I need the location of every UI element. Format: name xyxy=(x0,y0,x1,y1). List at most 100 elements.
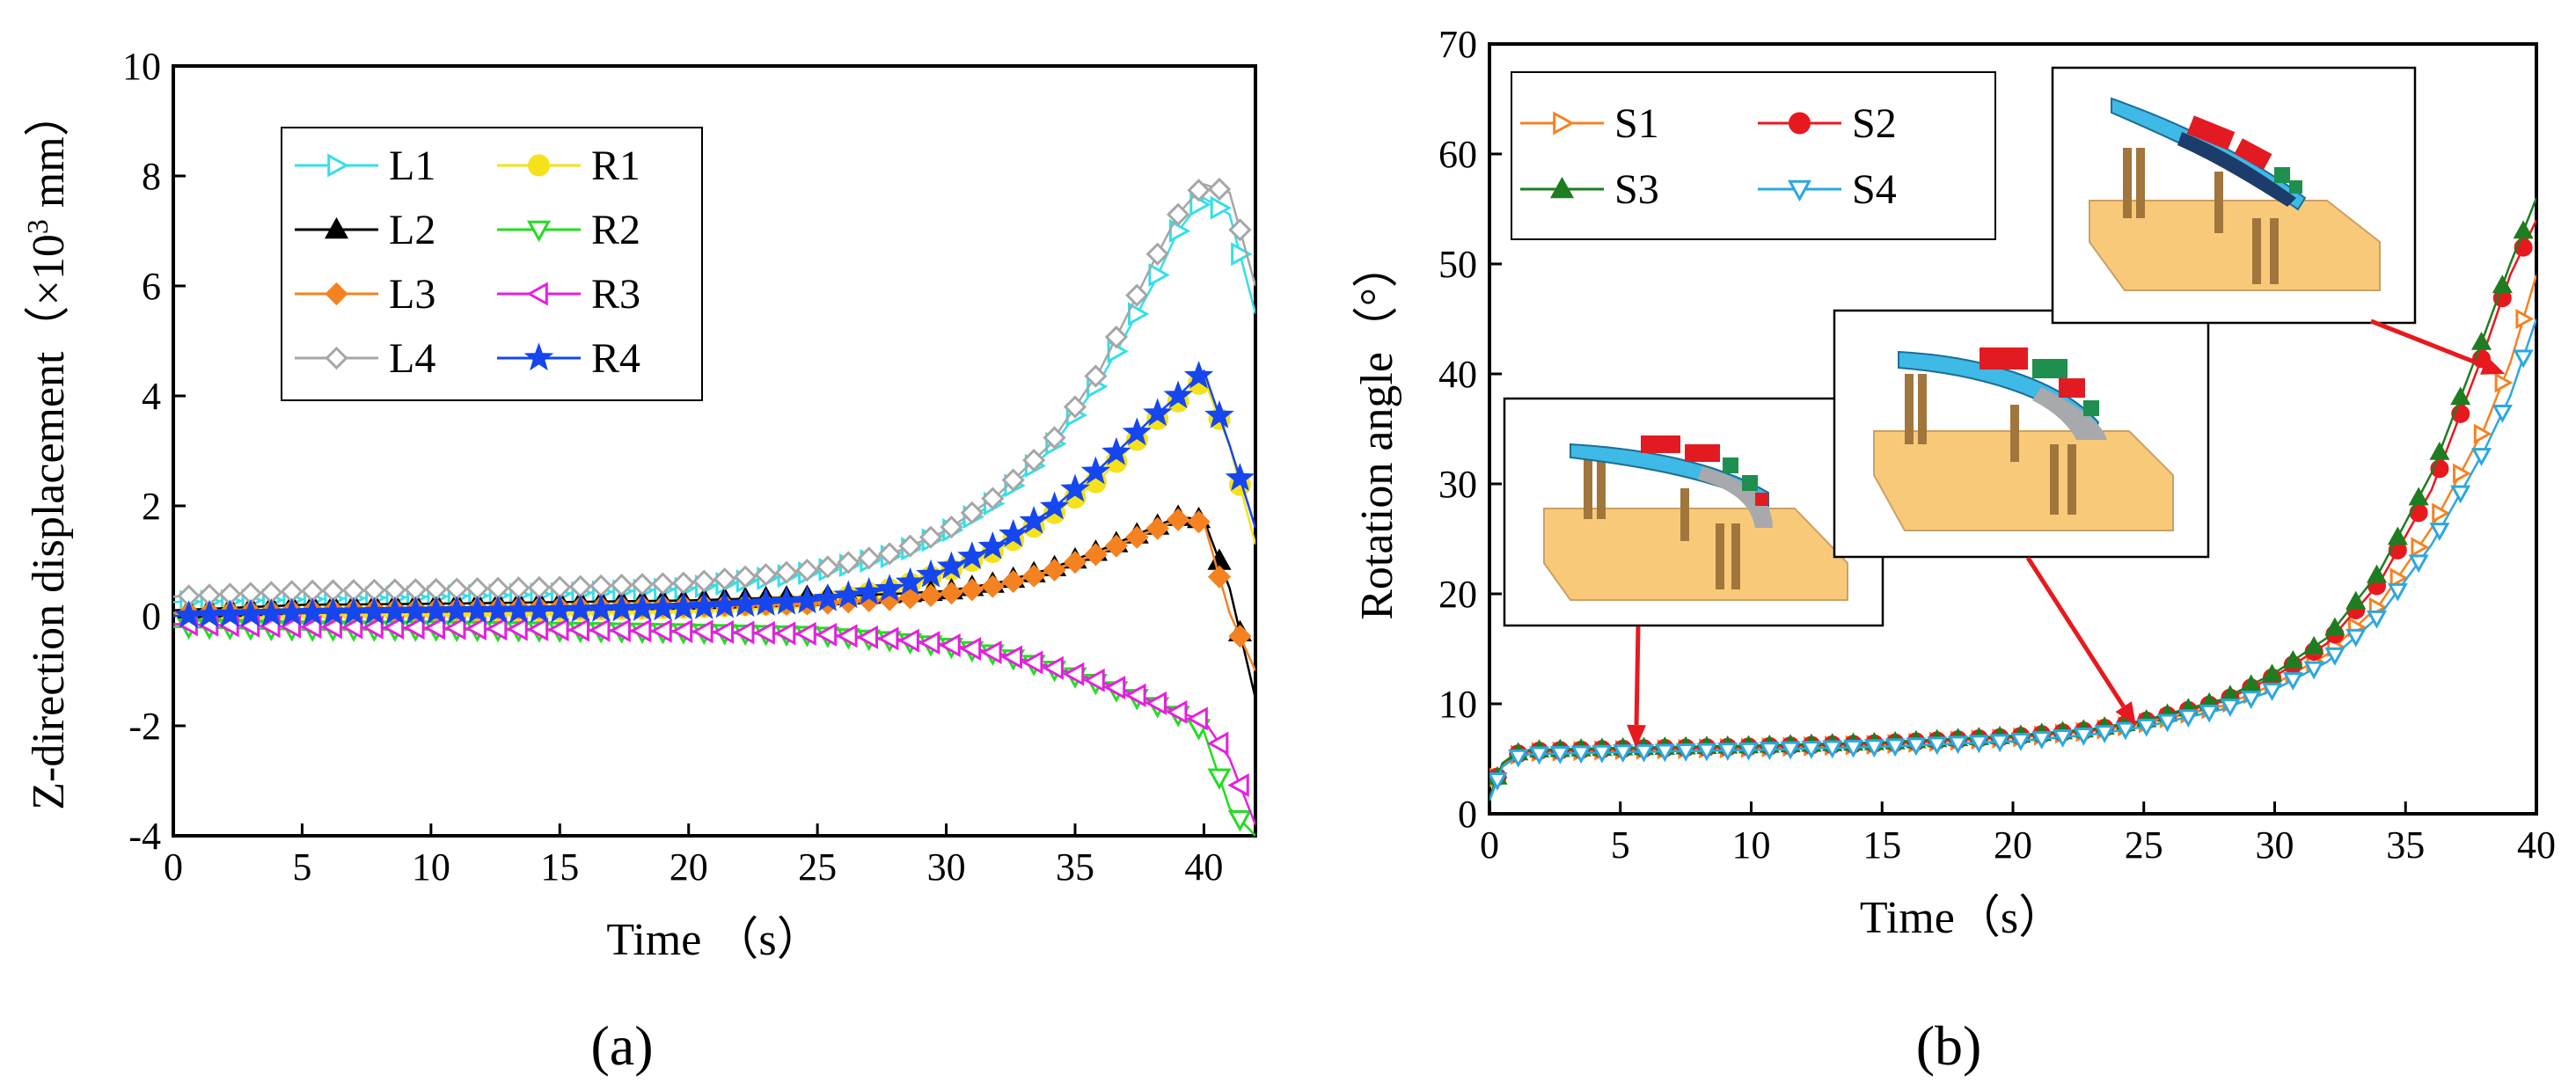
chart-a-plot-area xyxy=(173,177,1255,836)
chart-b-x-axis-title: Time（s） xyxy=(1860,893,2064,943)
data-point-S4 xyxy=(2282,672,2303,691)
data-point-S4 xyxy=(1822,740,1843,759)
data-point-R3 xyxy=(1186,706,1208,731)
data-point-S4 xyxy=(2136,718,2157,737)
data-point-L4 xyxy=(795,559,819,582)
data-point-S3 xyxy=(2470,331,2492,350)
data-point-R4 xyxy=(730,589,760,618)
data-point-S4 xyxy=(1633,743,1655,763)
data-point-R3 xyxy=(423,616,446,640)
data-point-R4 xyxy=(1122,417,1152,446)
data-point-L4 xyxy=(1167,202,1190,226)
data-point-R3 xyxy=(382,615,405,640)
data-point-S4 xyxy=(2177,709,2199,728)
data-point-R3 xyxy=(1000,645,1023,670)
data-point-S4 xyxy=(1570,745,1592,765)
data-point-S3 xyxy=(2450,386,2471,406)
data-point-S4 xyxy=(1717,743,1738,762)
data-point-S4 xyxy=(2366,610,2388,629)
x-tick-label: 5 xyxy=(292,845,311,889)
data-point-R3 xyxy=(836,624,858,648)
data-point-S4 xyxy=(2470,448,2492,466)
data-point-R3 xyxy=(403,616,425,640)
x-tick-label: 30 xyxy=(927,845,966,889)
y-tick-label: 4 xyxy=(142,375,161,418)
data-point-L4 xyxy=(816,555,839,579)
data-point-L3 xyxy=(1187,510,1211,534)
data-point-L3 xyxy=(1104,534,1128,558)
panel-b-label: (b) xyxy=(1916,1014,1982,1077)
data-point-R4 xyxy=(750,588,781,616)
data-point-R3 xyxy=(733,620,755,645)
data-point-L3 xyxy=(940,581,963,605)
data-point-R4 xyxy=(772,586,801,615)
data-point-R4 xyxy=(957,541,987,570)
data-point-S4 xyxy=(2094,725,2115,743)
data-point-R3 xyxy=(1206,731,1229,756)
data-point-S4 xyxy=(2261,683,2283,701)
x-tick-label: 10 xyxy=(1732,823,1771,867)
x-tick-label: 20 xyxy=(670,845,708,889)
legend-label-S3: S3 xyxy=(1614,166,1659,213)
legend-label-S2: S2 xyxy=(1852,100,1897,147)
data-point-S4 xyxy=(1528,746,1550,765)
data-point-S3 xyxy=(2366,564,2388,583)
data-point-R3 xyxy=(712,619,735,644)
data-point-R4 xyxy=(895,567,926,596)
data-point-R3 xyxy=(320,615,342,640)
data-point-S4 xyxy=(2052,729,2074,748)
data-point-S4 xyxy=(2345,628,2367,648)
x-tick-label: 30 xyxy=(2256,823,2294,867)
data-point-R4 xyxy=(689,591,719,619)
data-point-L4 xyxy=(1125,283,1149,307)
data-point-L4 xyxy=(713,567,736,591)
data-point-S3 xyxy=(2387,526,2408,545)
data-point-R3 xyxy=(567,618,590,642)
data-point-R4 xyxy=(854,576,884,605)
data-point-L4 xyxy=(734,565,757,589)
data-point-R3 xyxy=(465,616,487,640)
data-point-R3 xyxy=(856,625,879,649)
data-point-S4 xyxy=(1675,743,1696,762)
chart-a: 0 5 10 15 20 25 30 35 40 -4 -2 0 2 4 6 8 10 Z-direction … xyxy=(22,45,1257,1077)
data-point-L4 xyxy=(878,542,902,566)
x-tick-label: 0 xyxy=(164,845,183,889)
data-point-L4 xyxy=(1104,326,1128,349)
chart-a-y-axis-title-exponent: 3 xyxy=(22,219,55,234)
data-point-S4 xyxy=(2324,647,2345,666)
y-tick-label: 2 xyxy=(142,485,161,528)
data-point-S4 xyxy=(1613,744,1634,764)
chart-a-y-axis-title-main: Z-direction displacement（×10 xyxy=(24,234,74,810)
data-point-L3 xyxy=(1207,565,1232,589)
data-point-R3 xyxy=(629,618,652,643)
data-point-S4 xyxy=(1489,772,1508,791)
data-point-L3 xyxy=(1063,550,1087,574)
data-point-L4 xyxy=(1063,395,1087,419)
legend-label-R3: R3 xyxy=(591,271,640,318)
legend-marker-L4 xyxy=(325,346,348,370)
data-point-L4 xyxy=(940,515,963,539)
chart-a-y-axis-title: Z-direction displacement（×103 mm） xyxy=(22,91,75,809)
data-point-L4 xyxy=(1084,364,1108,388)
chart-a-y-axis-title-unit: mm） xyxy=(24,91,74,219)
inset-image-early xyxy=(1503,397,1884,627)
data-point-S4 xyxy=(2241,691,2262,709)
y-tick-label: 60 xyxy=(1438,133,1477,176)
data-point-L4 xyxy=(981,487,1005,510)
legend-marker-S1 xyxy=(1553,111,1575,135)
legend-marker-L2 xyxy=(324,216,349,239)
inset-arrow-head xyxy=(1627,724,1647,748)
data-point-L4 xyxy=(774,560,799,584)
data-point-L1 xyxy=(1127,302,1150,326)
data-point-R3 xyxy=(939,633,961,658)
legend-label-S1: S1 xyxy=(1614,100,1659,147)
data-point-L3 xyxy=(1084,543,1108,567)
data-point-R4 xyxy=(916,559,946,588)
data-point-S4 xyxy=(1801,741,1822,759)
data-point-S4 xyxy=(1738,742,1760,761)
x-tick-label: 15 xyxy=(540,845,579,889)
y-tick-label: 40 xyxy=(1438,353,1477,396)
data-point-R3 xyxy=(1145,691,1167,715)
data-point-R4 xyxy=(1204,399,1234,428)
